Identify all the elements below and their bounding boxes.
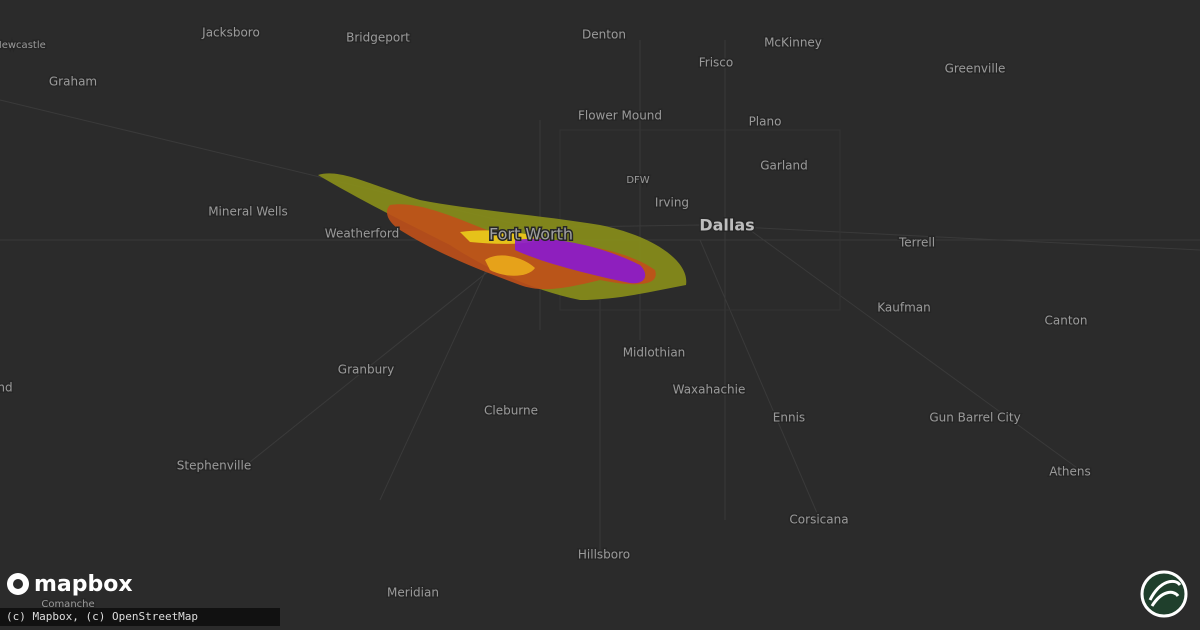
place-label: Ennis: [773, 411, 805, 425]
place-label: Terrell: [898, 236, 935, 250]
place-label: Kaufman: [877, 301, 931, 315]
swath-orange: [485, 255, 535, 276]
mapbox-logo: mapbox: [7, 572, 133, 597]
place-label: Stephenville: [177, 459, 251, 473]
place-label: Fort Worth: [489, 225, 573, 244]
place-label: Dallas: [699, 216, 754, 235]
place-label: Graham: [49, 75, 97, 89]
place-label: Denton: [582, 28, 626, 42]
place-label: Midlothian: [623, 346, 686, 360]
place-label: Gun Barrel City: [929, 411, 1020, 425]
place-label: Cleburne: [484, 404, 538, 418]
logo-text: mapbox: [34, 572, 133, 597]
site-logo-mark: [1148, 579, 1182, 607]
place-label: Canton: [1045, 314, 1088, 328]
place-label: Newcastle: [0, 40, 46, 51]
place-label: Mineral Wells: [208, 205, 288, 219]
place-label: DFW: [626, 175, 649, 186]
hail-swaths: [318, 173, 687, 300]
place-label: Jacksboro: [201, 26, 260, 40]
place-label: Flower Mound: [578, 109, 662, 123]
place-label: Frisco: [699, 56, 734, 70]
place-label: Garland: [760, 159, 808, 173]
place-label: nd: [0, 381, 13, 395]
site-logo: [1140, 570, 1188, 618]
place-label: McKinney: [764, 36, 822, 50]
place-label: Hillsboro: [578, 548, 630, 562]
place-label: Irving: [655, 196, 689, 210]
place-label: Granbury: [338, 363, 394, 377]
place-label: Greenville: [945, 62, 1006, 76]
swath-heavy: [515, 238, 646, 284]
place-label: Bridgeport: [346, 31, 410, 45]
place-label: Weatherford: [325, 227, 399, 241]
logo-icon-inner: [13, 579, 23, 589]
attribution-bg: [0, 608, 280, 626]
attribution[interactable]: (c) Mapbox, (c) OpenStreetMap: [6, 610, 198, 623]
place-label: Corsicana: [789, 513, 848, 527]
place-label: Waxahachie: [673, 383, 746, 397]
place-label: Athens: [1049, 465, 1091, 479]
place-label: Plano: [749, 115, 782, 129]
place-label: Meridian: [387, 586, 439, 600]
